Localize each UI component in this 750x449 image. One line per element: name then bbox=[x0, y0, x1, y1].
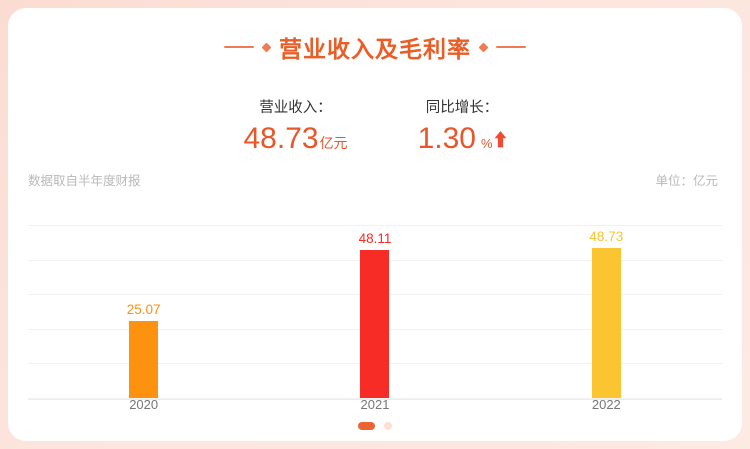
metric-yoy-growth-label: 同比增长： bbox=[425, 100, 499, 116]
metric-revenue-unit: 亿元 bbox=[319, 135, 348, 151]
bar-value-label: 48.73 bbox=[589, 229, 624, 244]
report-card: 营业收入及毛利率 营业收入： 48.73 亿元 同比增长： 1.30 % bbox=[8, 8, 742, 441]
metric-yoy-growth-unit: % bbox=[480, 136, 493, 151]
pagination-dot[interactable] bbox=[384, 422, 392, 430]
x-axis-label: 2022 bbox=[591, 397, 621, 412]
metric-revenue-label: 营业收入： bbox=[259, 100, 332, 116]
gridline bbox=[28, 398, 722, 399]
bar[interactable] bbox=[360, 250, 390, 398]
revenue-bar-chart: 25.07 48.11 48.73 bbox=[28, 203, 722, 400]
gridline bbox=[28, 225, 722, 226]
bar-value-label: 48.11 bbox=[358, 231, 392, 246]
bar-value-label: 25.07 bbox=[126, 302, 161, 317]
x-axis-label: 2020 bbox=[129, 397, 159, 412]
metric-yoy-growth-number: 1.30 bbox=[417, 122, 476, 155]
metric-revenue-number: 48.73 bbox=[243, 122, 319, 155]
bar[interactable] bbox=[591, 248, 621, 398]
page-title: 营业收入及毛利率 bbox=[8, 30, 742, 64]
metrics-row: 营业收入： 48.73 亿元 同比增长： 1.30 % bbox=[8, 96, 742, 154]
metric-yoy-growth-value: 1.30 % bbox=[418, 124, 507, 154]
pagination-dot-active[interactable] bbox=[358, 422, 375, 430]
title-decoration-diamond-right bbox=[478, 42, 489, 52]
metric-revenue: 营业收入： 48.73 亿元 bbox=[243, 96, 347, 154]
x-axis-label: 2021 bbox=[360, 397, 390, 412]
carousel-pagination[interactable] bbox=[8, 422, 742, 430]
chart-plot-area: 25.07 48.11 48.73 bbox=[28, 203, 722, 398]
metric-yoy-growth: 同比增长： 1.30 % bbox=[418, 96, 507, 154]
title-decoration-line-right bbox=[496, 46, 526, 48]
unit-note: 单位：亿元 bbox=[655, 174, 718, 188]
data-source-note: 数据取自半年度财报 bbox=[28, 174, 141, 188]
chart-x-axis-labels: 2020 2021 2022 bbox=[28, 397, 722, 412]
title-decoration-diamond-left bbox=[261, 42, 272, 52]
metric-revenue-value: 48.73 亿元 bbox=[243, 124, 347, 154]
chart-x-axis bbox=[28, 399, 722, 400]
bar-group[interactable]: 48.73 bbox=[491, 203, 722, 398]
title-decoration-line-left bbox=[224, 46, 254, 48]
page-title-text: 营业收入及毛利率 bbox=[279, 36, 471, 62]
bar[interactable] bbox=[129, 321, 159, 398]
bar-group[interactable]: 48.11 bbox=[259, 203, 490, 398]
arrow-up-icon bbox=[494, 130, 507, 148]
bar-group[interactable]: 25.07 bbox=[28, 203, 259, 398]
